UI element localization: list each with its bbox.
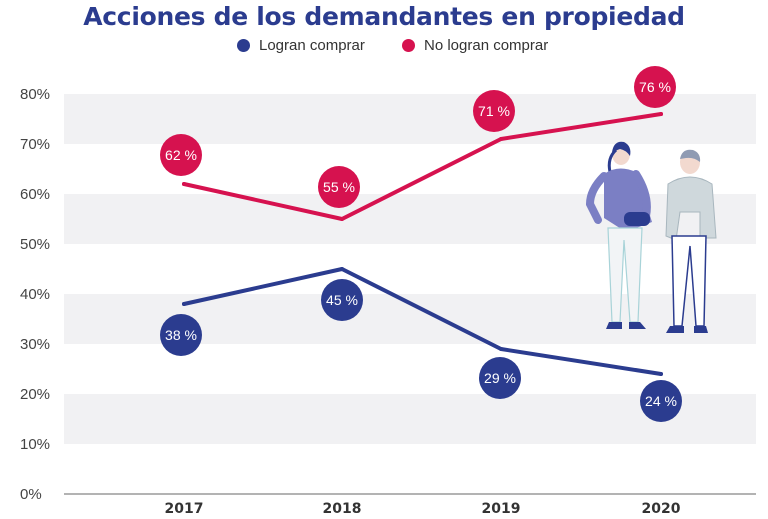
data-label-bubble	[160, 134, 202, 176]
data-label: 55 %	[323, 179, 355, 195]
data-label: 45 %	[326, 292, 358, 308]
x-tick-label: 2020	[642, 501, 681, 517]
data-label: 62 %	[165, 147, 197, 163]
chart-title: Acciones de los demandantes en propiedad	[83, 2, 685, 31]
y-tick-label: 50%	[20, 236, 50, 253]
x-tick-label: 2017	[165, 501, 204, 517]
data-label: 29 %	[484, 370, 516, 386]
y-tick-label: 70%	[20, 136, 50, 153]
legend: Logran comprar No logran comprar	[0, 37, 768, 59]
data-point	[340, 267, 344, 271]
y-tick-label: 60%	[20, 186, 50, 203]
data-point	[182, 182, 186, 186]
y-tick-label: 30%	[20, 336, 50, 353]
data-labels: 38 % 45 % 29 % 24 % 62 % 55 % 71 % 76 %	[160, 66, 682, 422]
data-label-bubble	[634, 66, 676, 108]
legend-marker-logran-comprar	[237, 39, 250, 52]
y-tick-label: 20%	[20, 386, 50, 403]
data-point	[340, 217, 344, 221]
data-point	[659, 112, 663, 116]
people-illustration	[585, 141, 717, 333]
series-line-1	[182, 112, 663, 221]
data-label-bubble	[479, 357, 521, 399]
data-label: 38 %	[165, 327, 197, 343]
y-axis-ticks: 0% 10% 20% 30% 40% 50% 60% 70% 80%	[20, 86, 50, 503]
data-label: 24 %	[645, 393, 677, 409]
data-label-bubble	[640, 380, 682, 422]
data-label-bubble	[473, 90, 515, 132]
legend-label-logran-comprar: Logran comprar	[259, 37, 365, 54]
data-point	[659, 372, 663, 376]
data-point	[182, 302, 186, 306]
legend-item-no-logran-comprar: No logran comprar	[402, 37, 548, 54]
legend-item-logran-comprar: Logran comprar	[237, 37, 365, 54]
data-label-bubble	[321, 279, 363, 321]
x-axis-ticks: 2017 2018 2019 2020	[165, 501, 681, 517]
grid-band	[64, 194, 756, 244]
y-tick-label: 0%	[20, 486, 42, 503]
legend-label-no-logran-comprar: No logran comprar	[424, 37, 549, 54]
man-figure	[665, 149, 717, 333]
y-tick-label: 10%	[20, 436, 50, 453]
data-point	[499, 137, 503, 141]
y-tick-label: 80%	[20, 86, 50, 103]
data-point	[499, 347, 503, 351]
series-line-0	[182, 267, 663, 376]
series-lines	[182, 112, 663, 376]
y-tick-label: 40%	[20, 286, 50, 303]
legend-marker-no-logran-comprar	[402, 39, 415, 52]
data-label: 71 %	[478, 103, 510, 119]
woman-figure	[585, 141, 652, 329]
data-label-bubble	[318, 166, 360, 208]
data-label: 76 %	[639, 79, 671, 95]
x-tick-label: 2018	[323, 501, 362, 517]
data-label-bubble	[160, 314, 202, 356]
x-tick-label: 2019	[482, 501, 521, 517]
